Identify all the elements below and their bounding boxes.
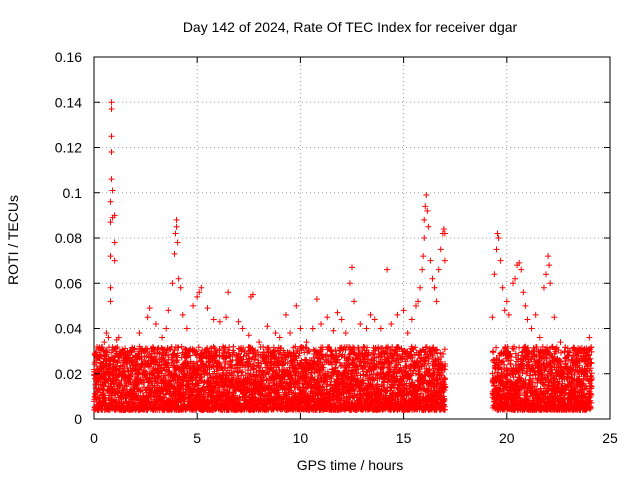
data-point bbox=[262, 354, 269, 361]
data-point bbox=[92, 385, 99, 392]
data-point bbox=[136, 380, 143, 387]
data-point bbox=[157, 349, 164, 356]
data-point bbox=[221, 345, 228, 352]
data-point bbox=[131, 345, 138, 352]
data-point bbox=[152, 355, 159, 362]
grid-lines bbox=[94, 57, 610, 419]
data-point bbox=[175, 344, 182, 351]
data-point bbox=[165, 352, 172, 359]
data-point bbox=[151, 367, 158, 374]
data-point bbox=[113, 345, 120, 352]
data-point bbox=[114, 344, 121, 351]
data-point bbox=[230, 343, 237, 350]
data-point bbox=[216, 346, 223, 353]
data-point bbox=[273, 381, 280, 388]
data-point bbox=[93, 349, 100, 356]
data-point bbox=[114, 388, 121, 395]
data-point bbox=[195, 344, 202, 351]
data-point bbox=[200, 360, 207, 367]
data-point bbox=[304, 349, 311, 356]
data-point bbox=[238, 369, 245, 376]
data-point bbox=[144, 406, 151, 413]
data-points bbox=[91, 99, 595, 413]
data-point bbox=[103, 347, 110, 354]
data-point bbox=[211, 344, 218, 351]
data-point bbox=[185, 378, 192, 385]
data-point bbox=[238, 348, 245, 355]
data-point bbox=[185, 383, 192, 390]
data-point bbox=[270, 367, 277, 374]
data-point bbox=[116, 366, 123, 373]
data-point bbox=[262, 369, 269, 376]
data-point bbox=[187, 352, 194, 359]
data-point bbox=[265, 344, 272, 351]
data-point bbox=[240, 344, 247, 351]
data-point bbox=[210, 363, 217, 370]
data-point bbox=[174, 357, 181, 364]
data-point bbox=[195, 380, 202, 387]
data-point bbox=[172, 369, 179, 376]
data-point bbox=[260, 344, 267, 351]
data-point bbox=[122, 395, 129, 402]
data-point bbox=[240, 353, 247, 360]
data-point bbox=[258, 391, 265, 398]
data-point bbox=[207, 359, 214, 366]
data-point bbox=[182, 389, 189, 396]
data-point bbox=[205, 349, 212, 356]
data-point bbox=[172, 386, 179, 393]
data-point bbox=[99, 344, 106, 351]
data-point bbox=[174, 350, 181, 357]
data-point bbox=[261, 349, 268, 356]
data-point bbox=[251, 363, 258, 370]
data-point bbox=[210, 343, 217, 350]
data-point bbox=[119, 346, 126, 353]
data-point bbox=[165, 364, 172, 371]
data-point bbox=[239, 368, 246, 375]
data-point bbox=[117, 381, 124, 388]
data-point bbox=[171, 347, 178, 354]
data-point bbox=[228, 362, 235, 369]
